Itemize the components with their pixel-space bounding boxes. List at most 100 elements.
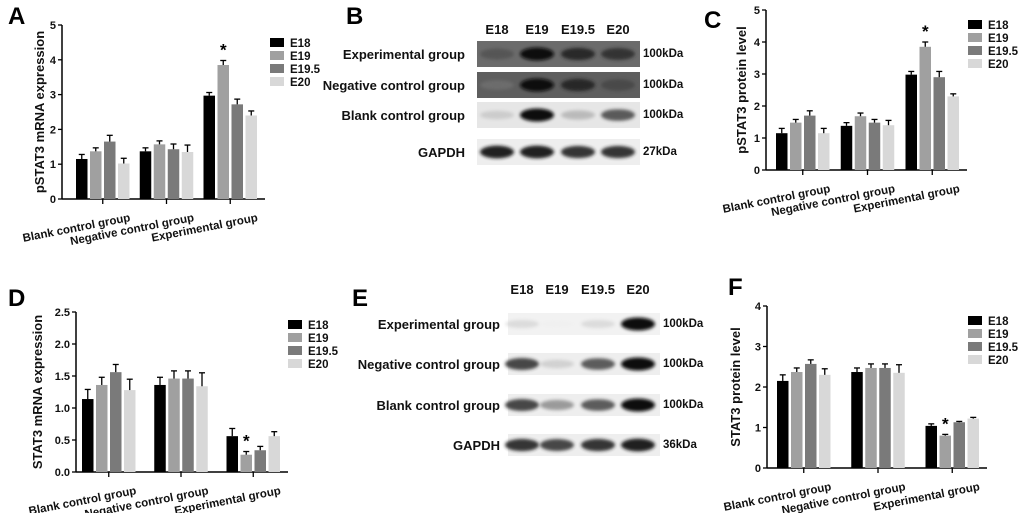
protein-band [601, 79, 635, 91]
protein-band [581, 399, 615, 411]
molecular-weight-label: 27kDa [643, 146, 677, 158]
protein-band [520, 108, 554, 122]
bar-E19_5 [804, 115, 816, 170]
legend-label: E19.5 [988, 46, 1019, 58]
bar-E20 [245, 115, 257, 199]
y-tick-label: 1 [755, 423, 761, 435]
y-axis-label: pSTAT3 protein level [734, 26, 749, 153]
molecular-weight-label: 100kDa [643, 48, 684, 60]
bar-E19 [865, 367, 877, 468]
bar-E20 [818, 133, 830, 170]
protein-band [621, 317, 655, 331]
protein-band [505, 358, 539, 370]
bar-E19_5 [182, 378, 194, 472]
protein-band [540, 439, 574, 451]
lane-label: E20 [606, 22, 629, 37]
y-tick-label: 2 [755, 382, 761, 394]
molecular-weight-label: 36kDa [663, 439, 697, 451]
legend-swatch [288, 333, 302, 342]
protein-band [561, 110, 595, 120]
y-axis-label: pSTAT3 mRNA expression [32, 31, 47, 193]
legend-label: E20 [308, 359, 328, 371]
legend-swatch [968, 33, 982, 42]
row-label: Blank control group [377, 398, 501, 413]
bar-E18 [905, 74, 917, 170]
bar-E20 [118, 163, 130, 199]
bar-E19 [791, 372, 803, 468]
bar-E18 [139, 151, 152, 199]
y-tick-label: 1 [50, 159, 56, 171]
bar-E18 [851, 372, 863, 468]
panel-label: B [346, 3, 363, 30]
protein-band [601, 48, 635, 60]
legend-swatch [288, 320, 302, 329]
bar-E19 [153, 144, 166, 199]
protein-band [505, 399, 539, 411]
protein-band [520, 78, 554, 92]
bar-E19 [919, 46, 931, 170]
y-tick-label: 0 [754, 165, 760, 177]
bar-E19_5 [933, 77, 945, 170]
bar-E18 [154, 384, 166, 472]
legend-label: E19 [988, 33, 1008, 45]
significance-marker: * [243, 432, 250, 451]
protein-band [505, 438, 539, 452]
bar-E19 [168, 378, 180, 472]
bar-E19_5 [868, 122, 881, 170]
legend-label: E18 [988, 20, 1009, 32]
legend-swatch [270, 77, 284, 86]
blot-row: GAPDH 27kDa [418, 139, 677, 165]
legend-label: E19 [988, 329, 1008, 341]
molecular-weight-label: 100kDa [663, 399, 704, 411]
y-tick-label: 3 [755, 342, 761, 354]
bar-E18 [776, 133, 788, 170]
y-tick-label: 1 [754, 133, 760, 145]
bar-E18 [840, 125, 853, 170]
panel-label: E [352, 285, 368, 312]
y-tick-label: 1.5 [55, 371, 70, 383]
protein-band [561, 78, 595, 92]
bar-E20 [967, 418, 979, 468]
legend-label: E20 [290, 77, 310, 89]
molecular-weight-label: 100kDa [663, 358, 704, 370]
bar-E19 [217, 65, 229, 200]
legend-label: E19 [290, 51, 310, 63]
legend-label: E19 [308, 333, 328, 345]
significance-marker: * [942, 414, 949, 433]
molecular-weight-label: 100kDa [643, 79, 684, 91]
legend-swatch [968, 329, 982, 338]
y-tick-label: 2.0 [55, 339, 70, 351]
bar-E18 [226, 436, 238, 472]
lane-label: E18 [510, 282, 533, 297]
row-label: Negative control group [323, 78, 465, 93]
protein-band [480, 110, 514, 120]
protein-band [561, 47, 595, 61]
row-label: Experimental group [378, 317, 500, 332]
bar-E19_5 [104, 141, 116, 199]
y-tick-label: 0 [50, 194, 56, 206]
bar-E19_5 [805, 363, 817, 468]
bar-E19 [90, 151, 102, 199]
lane-label: E19 [525, 22, 548, 37]
bar-E20 [124, 390, 136, 472]
panel-label: F [728, 274, 743, 301]
bar-E19 [939, 435, 951, 468]
legend-label: E18 [988, 316, 1009, 328]
protein-band [520, 47, 554, 61]
blot-row: Negative control group 100kDa [358, 353, 704, 375]
y-tick-label: 4 [755, 301, 762, 313]
lane-label: E19.5 [581, 282, 615, 297]
y-axis-label: STAT3 protein level [728, 327, 743, 446]
protein-band [601, 109, 635, 121]
bar-E20 [181, 152, 194, 199]
bar-E18 [76, 158, 88, 199]
y-tick-label: 5 [50, 20, 56, 32]
blot-row: Experimental group 100kDa [378, 313, 704, 335]
bar-E19_5 [879, 367, 891, 468]
bar-E19_5 [167, 149, 180, 199]
lane-label: E18 [485, 22, 508, 37]
